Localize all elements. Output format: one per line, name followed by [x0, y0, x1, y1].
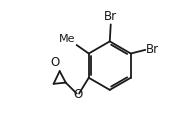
Text: Br: Br	[104, 10, 117, 23]
Text: Br: Br	[146, 43, 159, 56]
Text: O: O	[51, 56, 60, 69]
Text: O: O	[73, 88, 83, 101]
Text: Me: Me	[59, 34, 75, 44]
